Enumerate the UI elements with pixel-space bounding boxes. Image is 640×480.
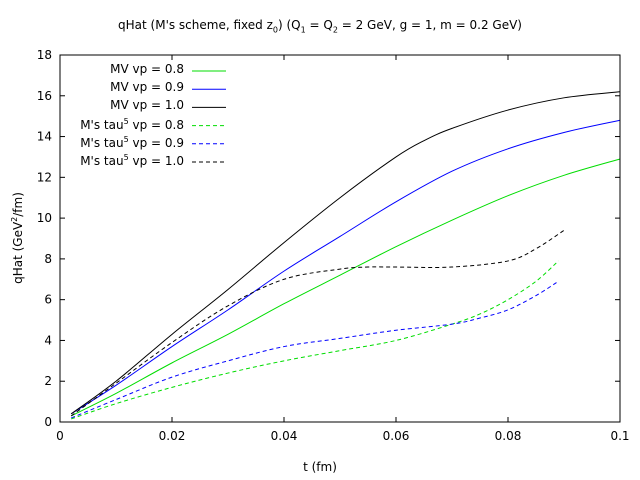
y-axis-label: qHat (GeV2/fm) [10, 192, 25, 284]
legend-label-1: MV vp = 0.8 [0, 62, 184, 76]
x-tick-label: 0.1 [610, 429, 629, 443]
y-tick-label: 16 [37, 89, 52, 103]
series-line-5 [71, 280, 559, 419]
x-tick-label: 0.04 [271, 429, 298, 443]
legend-label-text: MV vp = 1.0 [110, 98, 184, 113]
series-line-1 [70, 158, 621, 417]
x-tick-label: 0.08 [495, 429, 522, 443]
legend-label-text: M's tau [80, 135, 124, 150]
chart-title: qHat (M's scheme, fixed z0) (Q1 = Q2 = 2… [118, 18, 522, 35]
y-tick-label: 8 [44, 252, 52, 266]
y-tick-label: 18 [37, 48, 52, 62]
y-tick-label: 4 [44, 333, 52, 347]
series-lines [70, 91, 621, 420]
legend-label-sup: 5 [123, 153, 129, 162]
axis-ticks: 0 0.02 0.04 0.06 0.08 0.1 0 2 4 6 8 10 12 14 16 18 [37, 48, 630, 443]
series-line-6 [70, 229, 565, 417]
y-tick-label: 2 [44, 374, 52, 388]
series-line-2 [70, 119, 621, 415]
legend-label-2: MV vp = 0.9 [0, 80, 184, 94]
series-line-3 [70, 91, 621, 415]
legend-label-text: vp = 0.9 [128, 135, 185, 150]
y-tick-label: 14 [37, 130, 52, 144]
x-tick-label: 0.06 [383, 429, 410, 443]
legend-label-3: MV vp = 1.0 [0, 98, 184, 112]
legend-label-text: vp = 0.8 [128, 117, 185, 132]
x-tick-label: 0 [56, 429, 64, 443]
legend-label-5: M's tau5 vp = 0.9 [0, 135, 184, 150]
legend-label-text: M's tau [80, 117, 124, 132]
y-tick-label: 12 [37, 170, 52, 184]
y-tick-label: 0 [44, 415, 52, 429]
legend-label-text: M's tau [80, 154, 124, 168]
y-tick-label: 6 [44, 293, 52, 307]
plot-frame [59, 54, 621, 423]
x-tick-label: 0.02 [159, 429, 186, 443]
legend-samples [192, 70, 226, 163]
legend-label-text: vp = 1.0 [128, 154, 185, 168]
legend-label-text: MV vp = 0.9 [110, 80, 184, 95]
legend-label-text: MV vp = 0.8 [110, 62, 184, 76]
legend-label-6: M's tau5 vp = 1.0 [0, 153, 184, 168]
legend-label-4: M's tau5 vp = 0.8 [0, 117, 184, 132]
legend-label-sup: 5 [123, 134, 129, 144]
x-axis-label: t (fm) [303, 460, 337, 474]
series-line-4 [71, 260, 559, 420]
y-tick-label: 10 [37, 211, 52, 225]
legend-label-sup: 5 [123, 116, 129, 126]
